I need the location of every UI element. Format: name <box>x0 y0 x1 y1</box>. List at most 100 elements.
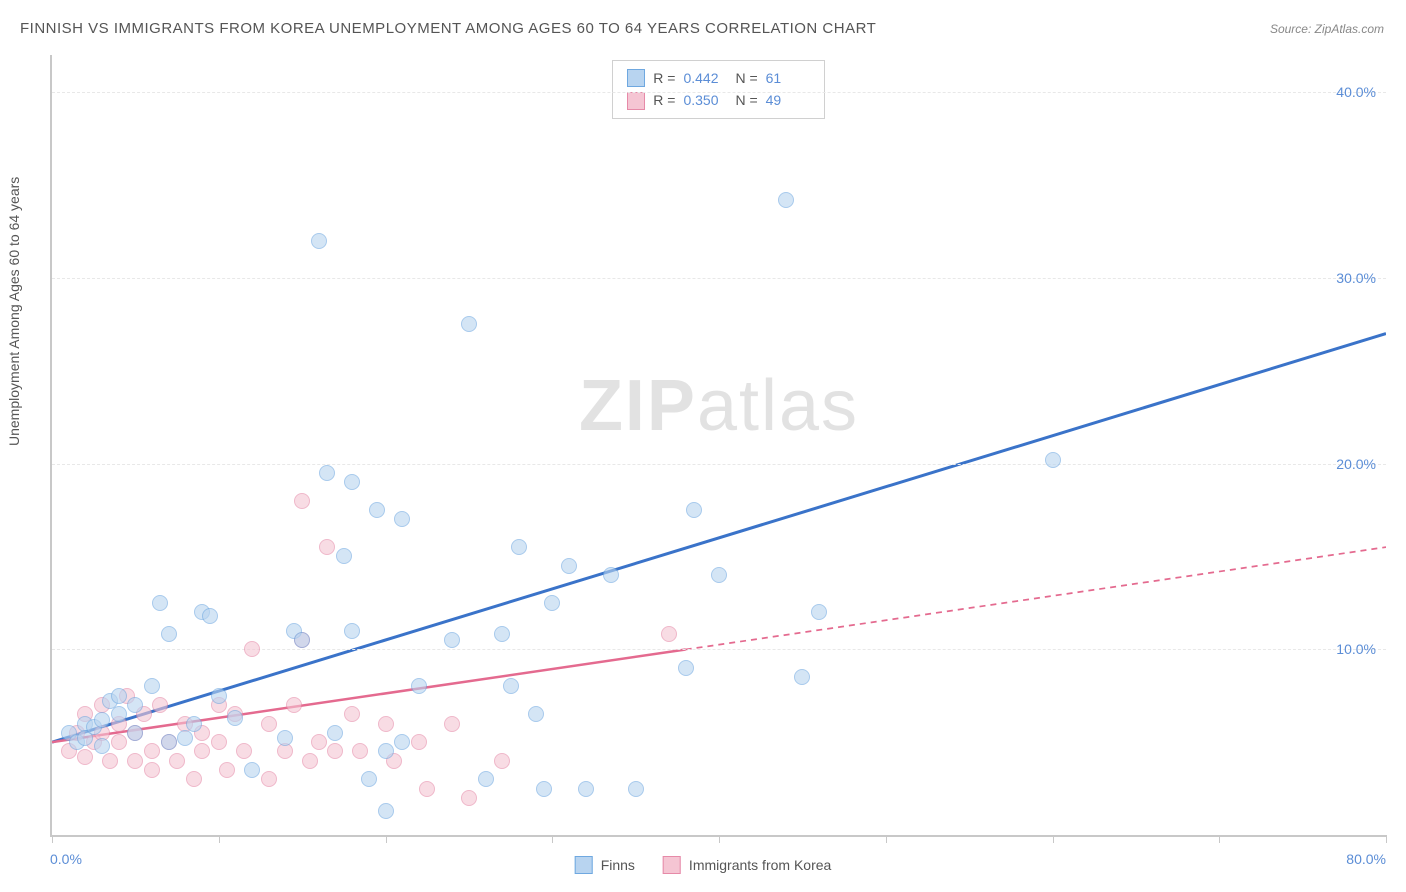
data-point <box>311 734 327 750</box>
x-tick-0: 0.0% <box>50 851 82 867</box>
data-point <box>419 781 435 797</box>
legend-item-finns: Finns <box>575 856 635 874</box>
data-point <box>294 493 310 509</box>
correlation-legend: R = 0.442 N = 61 R = 0.350 N = 49 <box>612 60 824 119</box>
data-point <box>211 688 227 704</box>
series-legend: Finns Immigrants from Korea <box>575 856 832 874</box>
data-point <box>494 626 510 642</box>
data-point <box>411 734 427 750</box>
data-point <box>177 730 193 746</box>
data-point <box>628 781 644 797</box>
x-tick <box>386 835 387 843</box>
data-point <box>161 626 177 642</box>
data-point <box>219 762 235 778</box>
data-point <box>111 734 127 750</box>
data-point <box>319 465 335 481</box>
x-tick <box>886 835 887 843</box>
data-point <box>394 511 410 527</box>
gridline <box>52 278 1386 279</box>
data-point <box>327 743 343 759</box>
data-point <box>144 762 160 778</box>
legend-item-korea: Immigrants from Korea <box>663 856 831 874</box>
data-point <box>544 595 560 611</box>
data-point <box>344 623 360 639</box>
data-point <box>202 608 218 624</box>
data-point <box>444 632 460 648</box>
data-point <box>503 678 519 694</box>
data-point <box>211 734 227 750</box>
data-point <box>1045 452 1061 468</box>
data-point <box>294 632 310 648</box>
x-tick <box>719 835 720 843</box>
data-point <box>578 781 594 797</box>
data-point <box>186 716 202 732</box>
data-point <box>561 558 577 574</box>
y-axis-label: Unemployment Among Ages 60 to 64 years <box>6 177 22 446</box>
data-point <box>411 678 427 694</box>
chart-title: FINNISH VS IMMIGRANTS FROM KOREA UNEMPLO… <box>20 20 876 37</box>
source-attribution: Source: ZipAtlas.com <box>1270 22 1384 36</box>
x-tick <box>552 835 553 843</box>
data-point <box>444 716 460 732</box>
y-tick-label: 40.0% <box>1336 84 1376 100</box>
watermark: ZIPatlas <box>579 365 859 447</box>
data-point <box>361 771 377 787</box>
data-point <box>461 316 477 332</box>
data-point <box>394 734 410 750</box>
data-point <box>277 730 293 746</box>
data-point <box>194 743 210 759</box>
data-point <box>244 641 260 657</box>
data-point <box>127 725 143 741</box>
data-point <box>144 743 160 759</box>
data-point <box>378 716 394 732</box>
data-point <box>511 539 527 555</box>
y-tick-label: 30.0% <box>1336 270 1376 286</box>
data-point <box>152 697 168 713</box>
data-point <box>261 716 277 732</box>
plot-area: ZIPatlas R = 0.442 N = 61 R = 0.350 N = … <box>50 55 1386 837</box>
data-point <box>302 753 318 769</box>
data-point <box>111 688 127 704</box>
data-point <box>528 706 544 722</box>
x-tick <box>219 835 220 843</box>
data-point <box>127 697 143 713</box>
data-point <box>77 749 93 765</box>
data-point <box>378 743 394 759</box>
data-point <box>711 567 727 583</box>
data-point <box>236 743 252 759</box>
data-point <box>169 753 185 769</box>
data-point <box>536 781 552 797</box>
data-point <box>678 660 694 676</box>
data-point <box>686 502 702 518</box>
gridline <box>52 92 1386 93</box>
data-point <box>478 771 494 787</box>
data-point <box>102 753 118 769</box>
gridline <box>52 464 1386 465</box>
legend-row-finns: R = 0.442 N = 61 <box>627 67 809 89</box>
data-point <box>661 626 677 642</box>
data-point <box>811 604 827 620</box>
korea-swatch-icon <box>627 92 645 110</box>
finns-swatch-icon <box>627 69 645 87</box>
data-point <box>336 548 352 564</box>
trend-lines <box>52 55 1386 835</box>
data-point <box>344 706 360 722</box>
finns-label: Finns <box>601 857 635 873</box>
data-point <box>319 539 335 555</box>
x-tick <box>1386 835 1387 843</box>
data-point <box>369 502 385 518</box>
data-point <box>94 712 110 728</box>
data-point <box>494 753 510 769</box>
data-point <box>461 790 477 806</box>
data-point <box>244 762 260 778</box>
x-tick-80: 80.0% <box>1346 851 1386 867</box>
x-tick <box>1053 835 1054 843</box>
x-tick <box>1219 835 1220 843</box>
finns-r-value: 0.442 <box>683 67 727 89</box>
data-point <box>161 734 177 750</box>
korea-label: Immigrants from Korea <box>689 857 831 873</box>
data-point <box>778 192 794 208</box>
data-point <box>144 678 160 694</box>
data-point <box>327 725 343 741</box>
data-point <box>127 753 143 769</box>
